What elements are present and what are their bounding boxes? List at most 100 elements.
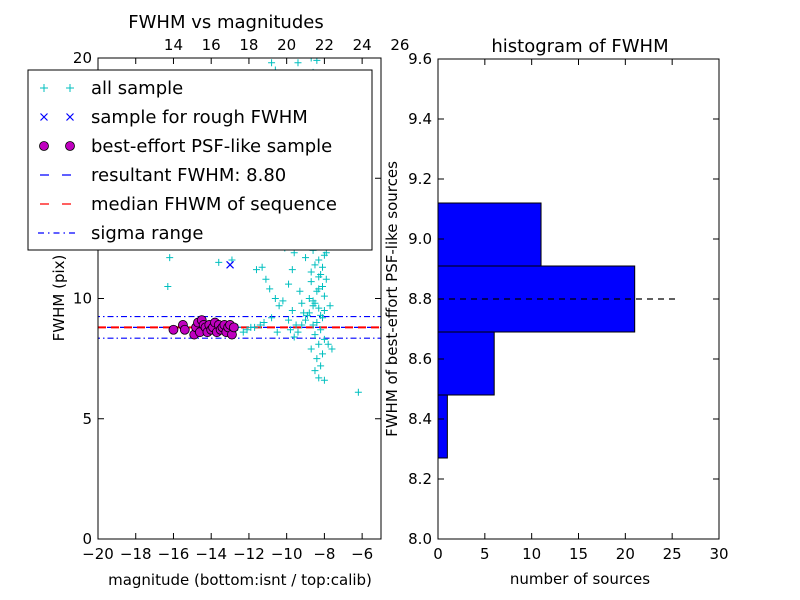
x-tick-label-0: −20: [82, 545, 114, 563]
point-0-48: [320, 292, 328, 300]
point-0-46: [307, 278, 315, 286]
point-0-95: [290, 333, 298, 341]
r-y-tick-label-3: 8.6: [408, 350, 432, 368]
point-0-5: [258, 263, 266, 271]
point-0-9: [275, 302, 283, 310]
right-chart-title: histogram of FWHM: [491, 36, 668, 57]
point-0-67: [328, 345, 336, 353]
legend-entry-2: best-effort PSF-like sample: [39, 136, 332, 157]
legend-entry-1: sample for rough FWHM: [40, 107, 308, 128]
legend-entry-1-label: sample for rough FWHM: [91, 107, 308, 128]
point-0-65: [315, 374, 323, 382]
point-0-63: [311, 367, 319, 375]
y-tick-label-0: 0: [82, 530, 92, 548]
y-tick-label-1: 5: [82, 410, 92, 428]
x-tick-label-7: −6: [351, 545, 373, 563]
left-y-axis-label: FWHM (pix): [50, 255, 68, 342]
legend-entry-2-marker-0: [39, 141, 49, 151]
r-x-tick-label-4: 20: [616, 545, 635, 563]
point-0-91: [305, 295, 313, 302]
point-0-12: [243, 326, 251, 334]
r-y-tick-label-4: 8.8: [408, 290, 432, 308]
point-0-66: [324, 340, 332, 348]
left-chart-title: FWHM vs magnitudes: [128, 12, 323, 33]
point-0-87: [311, 299, 319, 307]
point-0-30: [285, 316, 293, 324]
point-0-82: [319, 282, 327, 290]
legend-entry-2-label: best-effort PSF-like sample: [91, 136, 332, 157]
top-tick-label-4: 22: [315, 36, 334, 54]
point-2-2: [179, 324, 190, 335]
point-0-60: [319, 350, 327, 358]
point-0-8: [271, 295, 279, 302]
top-tick-label-6: 26: [390, 36, 409, 54]
x-tick-label-1: −18: [120, 545, 152, 563]
r-x-tick-label-0: 0: [433, 545, 443, 563]
legend-entry-1-marker-0: [40, 113, 48, 121]
point-0-14: [279, 297, 287, 305]
r-y-tick-label-5: 9.0: [408, 230, 432, 248]
point-0-99: [294, 59, 302, 67]
point-0-54: [309, 321, 317, 329]
y-tick-label-2: 10: [73, 290, 92, 308]
r-x-tick-label-2: 10: [522, 545, 541, 563]
point-0-59: [307, 345, 315, 353]
x-tick-label-3: −14: [195, 545, 227, 563]
r-x-tick-label-6: 30: [709, 545, 728, 563]
top-tick-label-2: 18: [239, 36, 258, 54]
point-0-80: [315, 256, 323, 264]
r-y-tick-label-2: 8.4: [408, 410, 432, 428]
point-1-0: [226, 260, 234, 269]
histogram-bar-0: [437, 394, 448, 459]
histogram-bar-3: [437, 202, 542, 267]
point-0-23: [298, 299, 306, 307]
point-0-25: [302, 316, 310, 324]
histogram-bar-2: [437, 265, 636, 333]
point-0-31: [307, 58, 315, 62]
top-tick-label-0: 14: [164, 36, 183, 54]
point-0-89: [319, 263, 327, 271]
point-0-88: [315, 273, 323, 281]
point-0-27: [286, 326, 294, 334]
left-panel: FWHM vs magnitudes −20 −18 −16 −14 −12 −10 −8−…: [27, 12, 410, 589]
legend-entry-4: median FHWM of sequence: [38, 194, 337, 215]
legend-entry-2-marker-1: [65, 141, 75, 151]
right-plot-area: [437, 202, 677, 459]
legend-entry-0: all sample: [40, 78, 183, 99]
x-tick-label-5: −10: [271, 545, 303, 563]
r-y-tick-label-0: 8.0: [408, 530, 432, 548]
point-0-83: [313, 287, 321, 295]
legend: all sample sample for rough FWHM best-effo…: [27, 69, 373, 251]
legend-entry-4-label: median FHWM of sequence: [91, 194, 337, 215]
point-0-96: [354, 388, 362, 396]
point-0-0: [166, 254, 174, 262]
point-0-81: [307, 268, 315, 276]
left-axis-ticks: −20 −18 −16 −14 −12 −10 −8 −6 14 16 18 20 22 24 26 0 5 10…: [73, 36, 410, 563]
legend-entry-1-marker-1: [66, 113, 74, 121]
legend-entry-0-label: all sample: [91, 78, 183, 99]
top-tick-label-1: 16: [202, 36, 221, 54]
left-x-axis-label: magnitude (bottom:isnt / top:calib): [108, 571, 372, 589]
point-0-93: [298, 321, 306, 329]
point-0-94: [294, 328, 302, 336]
point-0-111: [239, 328, 247, 336]
point-0-10: [260, 319, 268, 327]
point-0-44: [311, 261, 319, 269]
point-0-109: [256, 321, 264, 329]
point-0-15: [285, 280, 293, 288]
r-y-tick-label-6: 9.2: [408, 170, 432, 188]
point-0-4: [252, 266, 260, 274]
point-0-61: [313, 355, 321, 363]
point-2-0: [168, 324, 179, 335]
r-x-tick-label-1: 5: [480, 545, 490, 563]
y-tick-label-4: 20: [73, 49, 92, 67]
point-0-6: [262, 275, 270, 283]
point-0-22: [296, 287, 304, 295]
legend-box: [27, 69, 373, 251]
r-x-tick-label-3: 15: [569, 545, 588, 563]
point-0-58: [315, 340, 323, 348]
point-0-85: [317, 311, 325, 319]
point-0-50: [315, 304, 323, 312]
point-0-2: [215, 258, 223, 266]
